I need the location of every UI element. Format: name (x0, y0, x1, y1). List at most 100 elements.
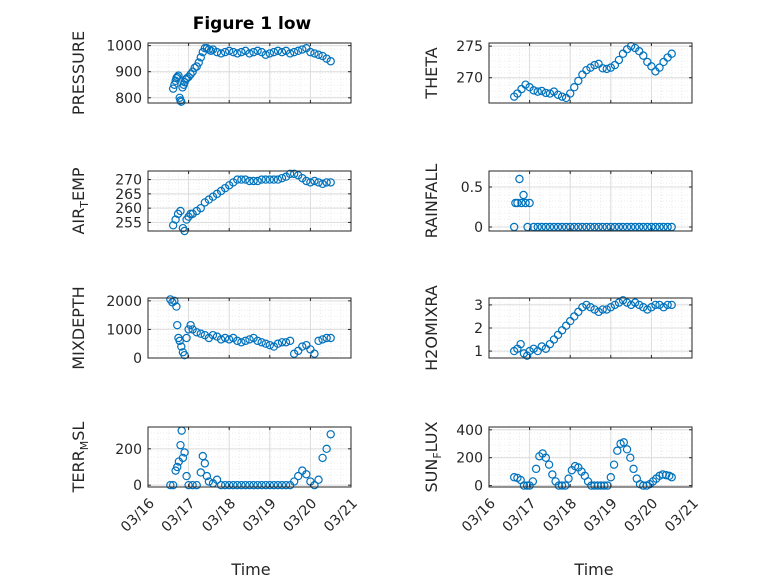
data-point (529, 86, 538, 95)
data-points (509, 41, 676, 103)
data-point (626, 300, 636, 310)
data-point (196, 203, 205, 213)
data-point (326, 333, 335, 343)
data-point (241, 175, 250, 184)
data-point (202, 471, 212, 481)
data-point (194, 58, 203, 67)
data-point (582, 300, 591, 310)
data-point (522, 351, 532, 360)
data-point (233, 336, 242, 346)
data-point (206, 46, 216, 56)
data-point (294, 46, 303, 56)
data-point (635, 300, 644, 310)
data-point (590, 60, 599, 70)
data-point (667, 473, 676, 482)
data-point (173, 320, 182, 330)
data-point (241, 336, 250, 346)
data-point (557, 92, 567, 101)
data-point (269, 175, 279, 184)
data-point (661, 470, 671, 480)
data-point (602, 305, 611, 314)
data-point (186, 320, 195, 330)
data-point (204, 477, 214, 486)
ticks: 800 900 1000 (106, 39, 352, 107)
data-point (590, 481, 599, 490)
data-point (521, 198, 530, 208)
data-point (249, 480, 258, 490)
data-point (265, 340, 274, 350)
data-point (182, 471, 191, 481)
data-point (216, 49, 226, 58)
data-point (168, 480, 178, 490)
y-tick-label: 2 (474, 321, 483, 337)
data-point (173, 462, 182, 472)
axes-frame (488, 170, 693, 232)
data-point (277, 480, 287, 490)
data-point (229, 47, 238, 57)
data-point (554, 481, 564, 490)
data-point (245, 480, 254, 490)
figure-title: Figure 1 low (193, 14, 312, 34)
data-point (566, 89, 575, 98)
data-point (245, 176, 254, 186)
data-point (196, 53, 205, 62)
data-point (273, 46, 283, 56)
data-point (253, 480, 262, 490)
data-point (186, 70, 195, 79)
data-point (273, 480, 283, 490)
y-tick-label: 400 (456, 423, 483, 439)
data-point (176, 96, 185, 105)
data-point (257, 480, 266, 490)
data-point (184, 72, 193, 82)
data-point (326, 178, 335, 187)
data-point (181, 75, 190, 84)
ticks: 270 275 (456, 39, 693, 103)
data-point (606, 303, 616, 312)
y-axis-label: SUNFLUX (422, 421, 444, 492)
data-point (174, 71, 183, 80)
data-point (192, 480, 201, 490)
data-point (173, 209, 183, 219)
data-point (590, 305, 599, 314)
ticks: 1 2 3 (474, 298, 693, 360)
data-point (277, 173, 287, 183)
data-point (564, 474, 573, 483)
data-point (651, 300, 660, 310)
data-point (196, 329, 205, 338)
data-point (639, 303, 648, 312)
data-point (663, 300, 672, 310)
y-axis-label: THETA (422, 47, 441, 99)
x-tick-label: 03/16 (459, 496, 499, 536)
data-point (237, 338, 246, 347)
y-axis-label: AIRTEMP (69, 167, 91, 234)
data-point (326, 430, 335, 439)
data-point (208, 330, 218, 340)
data-point (176, 440, 185, 450)
data-point (598, 64, 607, 73)
data-point (522, 481, 532, 490)
data-point (600, 481, 609, 490)
data-point (188, 67, 197, 76)
data-point (269, 47, 279, 57)
data-point (302, 470, 311, 479)
data-point (596, 481, 606, 490)
data-point (310, 49, 319, 58)
data-point (170, 296, 179, 306)
data-point (192, 328, 201, 337)
data-point (216, 335, 226, 344)
data-point (630, 298, 640, 307)
minor-grid (489, 43, 692, 103)
data-point (245, 49, 254, 58)
data-point (557, 481, 567, 490)
data-point (172, 74, 181, 83)
data-point (172, 302, 181, 311)
data-point (249, 47, 258, 57)
data-point (322, 333, 331, 343)
x-tick-label: 03/19 (240, 496, 280, 536)
data-point (261, 50, 270, 59)
data-point (610, 300, 620, 310)
data-points (509, 296, 676, 360)
data-point (586, 303, 595, 312)
